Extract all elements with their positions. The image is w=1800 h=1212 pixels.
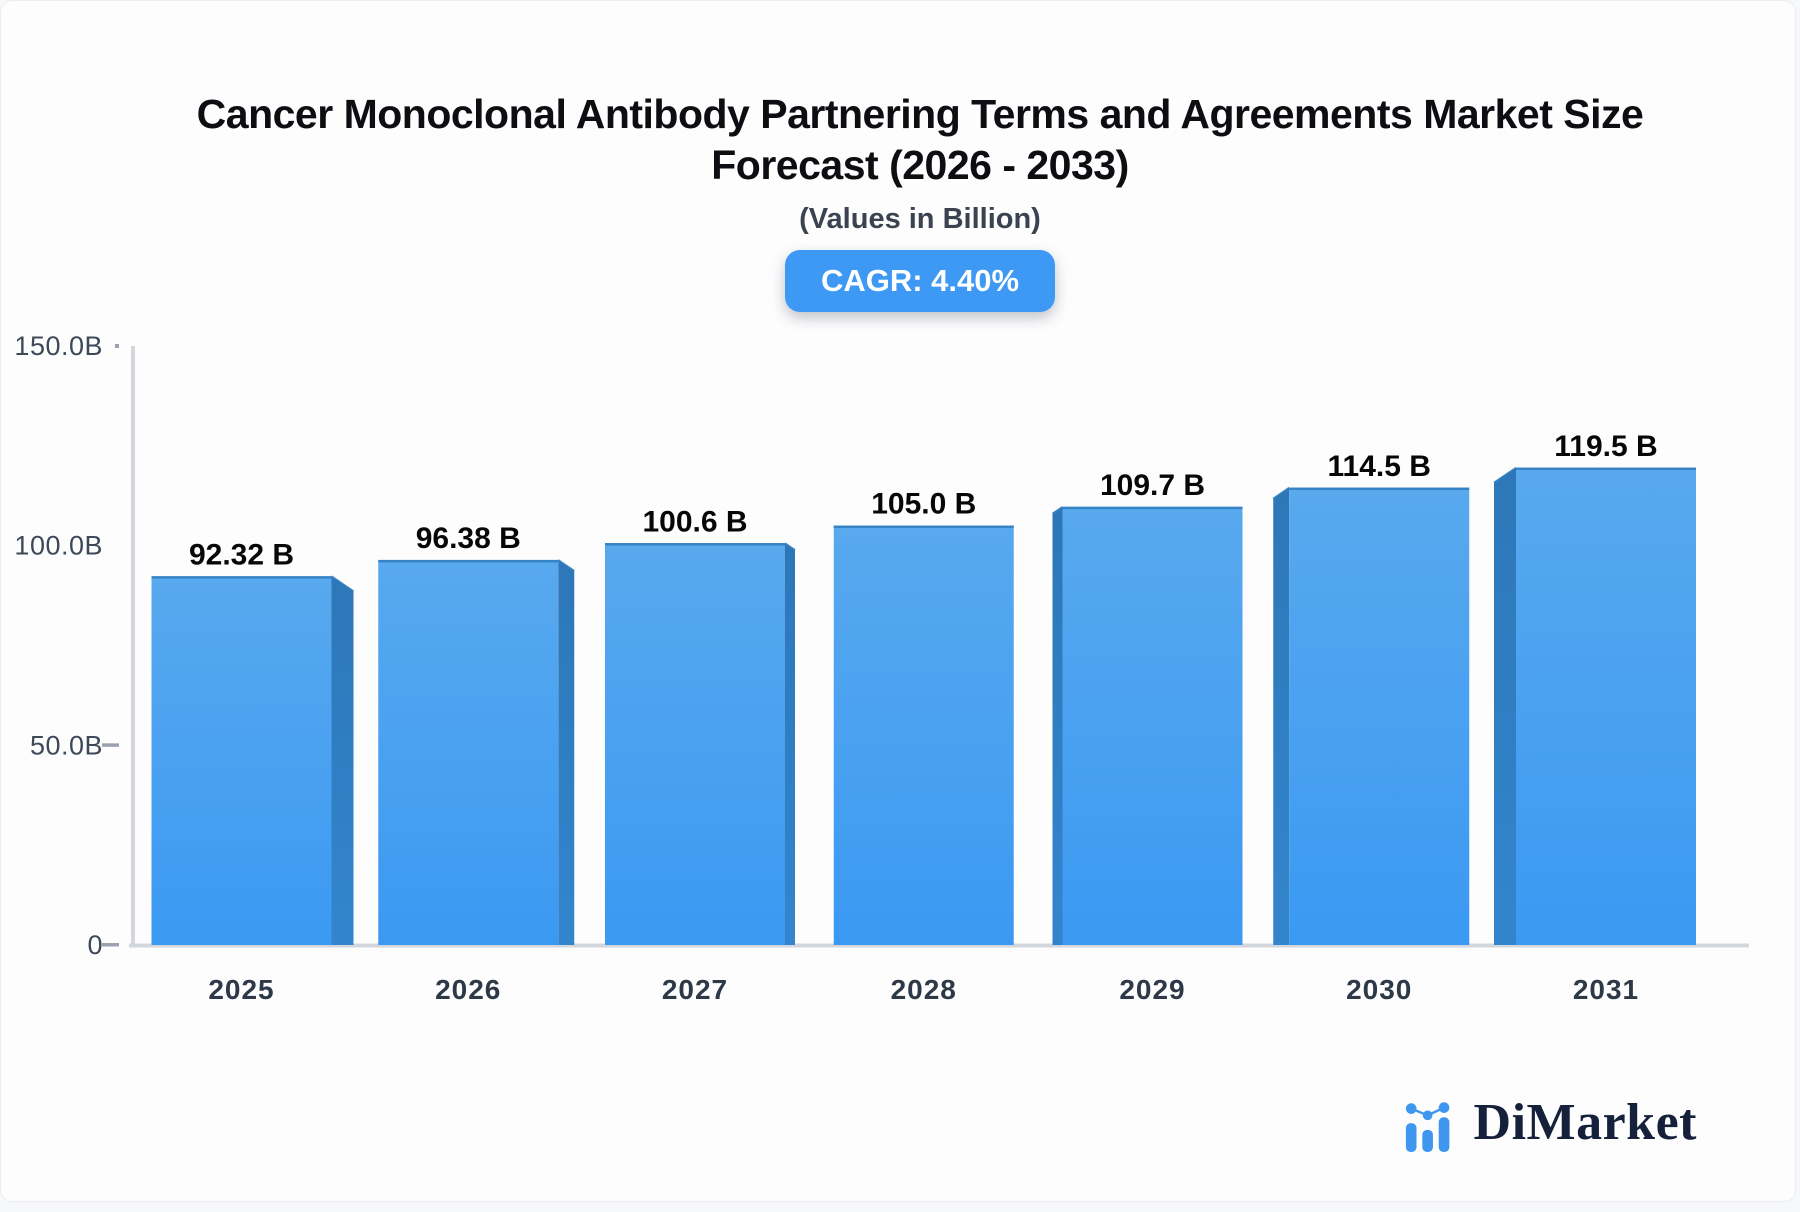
y-tick-mark: [115, 344, 119, 348]
x-axis-label: 2028: [891, 974, 957, 1005]
bar-value-label: 109.7 B: [1100, 469, 1205, 502]
bar-side-2029: [1052, 506, 1063, 945]
bar-value-label: 92.32 B: [189, 538, 294, 571]
chart-header: Cancer Monoclonal Antibody Partnering Te…: [1, 89, 1795, 312]
chart-subtitle: (Values in Billion): [799, 203, 1041, 235]
bar-2027: [605, 543, 785, 945]
bar-chart-logo-icon: [1402, 1097, 1460, 1158]
x-axis-label: 2031: [1573, 974, 1639, 1005]
bar-value-label: 114.5 B: [1328, 450, 1431, 483]
bar-2030: [1289, 487, 1470, 945]
bar-side-edge: [330, 575, 355, 593]
x-axis-label: 2025: [208, 974, 274, 1005]
chart-title-line1: Cancer Monoclonal Antibody Partnering Te…: [196, 91, 1644, 137]
bar-side-edge: [1272, 486, 1290, 500]
bar-2031: [1516, 467, 1696, 945]
y-tick-mark: [102, 743, 119, 747]
bar-value-label: 100.6 B: [642, 505, 747, 538]
bar-value-label: 105.0 B: [871, 488, 976, 521]
chart-title-line2: Forecast (2026 - 2033): [711, 142, 1129, 188]
bar-side-edge: [1051, 506, 1064, 515]
y-tick-mark: [102, 943, 119, 947]
bar-side-edge: [557, 559, 575, 572]
bar-side-edge: [1493, 466, 1517, 484]
bar-side-edge: [784, 542, 796, 551]
dimarket-logo: DiMarket: [1402, 1097, 1697, 1158]
bar-chart: 0 50.0B 100.0B 150.0B 92.32 B 2025 96.38 B 2026…: [14, 331, 1749, 1005]
cagr-badge: CAGR: 4.40%: [784, 250, 1056, 312]
bar-2026: [378, 560, 559, 945]
x-axis-label: 2029: [1119, 974, 1185, 1005]
x-axis-label: 2030: [1346, 974, 1412, 1005]
bar-2025: [151, 576, 332, 945]
bar-value-label: 119.5 B: [1554, 430, 1657, 463]
x-axis-label: 2027: [662, 974, 728, 1005]
y-axis-label: 50.0B: [30, 730, 103, 760]
x-axis-label: 2026: [435, 974, 501, 1005]
bar-side-2031: [1494, 467, 1516, 945]
bar-side-2025: [331, 576, 354, 945]
bar-value-label: 96.38 B: [416, 522, 521, 555]
y-axis-label: 0: [87, 930, 103, 960]
bar-2029: [1062, 506, 1243, 945]
y-axis-label: 150.0B: [14, 331, 103, 361]
y-axis-label: 100.0B: [14, 531, 103, 561]
bar-side-2026: [558, 560, 575, 945]
bar-side-2027: [785, 543, 795, 945]
bar-side-2030: [1273, 487, 1290, 945]
logo-text: DiMarket: [1473, 1094, 1697, 1151]
bar-2028: [833, 525, 1014, 945]
